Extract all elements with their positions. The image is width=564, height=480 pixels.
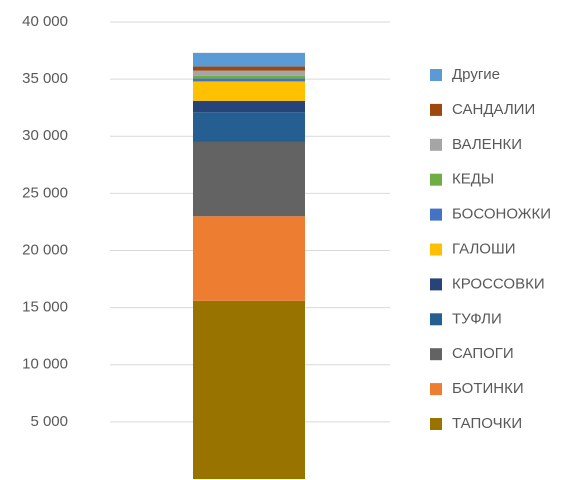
bar-segment: [193, 100, 305, 113]
legend-label: КРОССОВКИ: [452, 275, 545, 292]
legend-label: ТАПОЧКИ: [452, 415, 522, 432]
legend-swatch: [430, 418, 442, 430]
bar-segment: [193, 81, 305, 101]
y-tick-label: 20 000: [22, 241, 68, 258]
legend-swatch: [430, 243, 442, 256]
bar-segment: [193, 112, 305, 142]
legend-label: ГАЛОШИ: [452, 240, 516, 257]
y-tick-label: 25 000: [22, 184, 68, 201]
bar-segment: [193, 141, 305, 217]
bar-segment: [193, 66, 305, 71]
legend-label: Другие: [452, 66, 500, 83]
bar-segment: [193, 70, 305, 76]
bar-segment: [193, 216, 305, 301]
legend-swatch: [430, 103, 442, 116]
y-tick-label: 15 000: [22, 299, 68, 316]
legend-label: САНДАЛИИ: [452, 101, 535, 118]
legend-swatch: [430, 138, 442, 151]
y-tick-label: 30 000: [22, 127, 68, 144]
legend-label: САПОГИ: [452, 345, 514, 362]
bar-segment: [193, 78, 305, 82]
legend-swatch: [430, 348, 442, 361]
y-tick-label: 35 000: [22, 70, 68, 87]
y-tick-label: 40 000: [22, 13, 68, 30]
legend-swatch: [430, 278, 442, 291]
legend-label: БОСОНОЖКИ: [452, 206, 551, 223]
bar-segment: [193, 300, 305, 479]
y-tick-label: 10 000: [22, 356, 68, 373]
legend-swatch: [430, 173, 442, 186]
legend-swatch: [430, 69, 442, 81]
legend-label: ТУФЛИ: [452, 310, 502, 327]
y-tick-label: 5 000: [30, 413, 68, 430]
legend-label: КЕДЫ: [452, 171, 494, 188]
legend-label: ВАЛЕНКИ: [452, 136, 522, 153]
legend-label: БОТИНКИ: [452, 380, 524, 397]
bar-segment: [193, 52, 305, 67]
legend-swatch: [430, 313, 442, 326]
legend-swatch: [430, 383, 442, 396]
legend-swatch: [430, 208, 442, 221]
bar-segment: [193, 75, 305, 79]
